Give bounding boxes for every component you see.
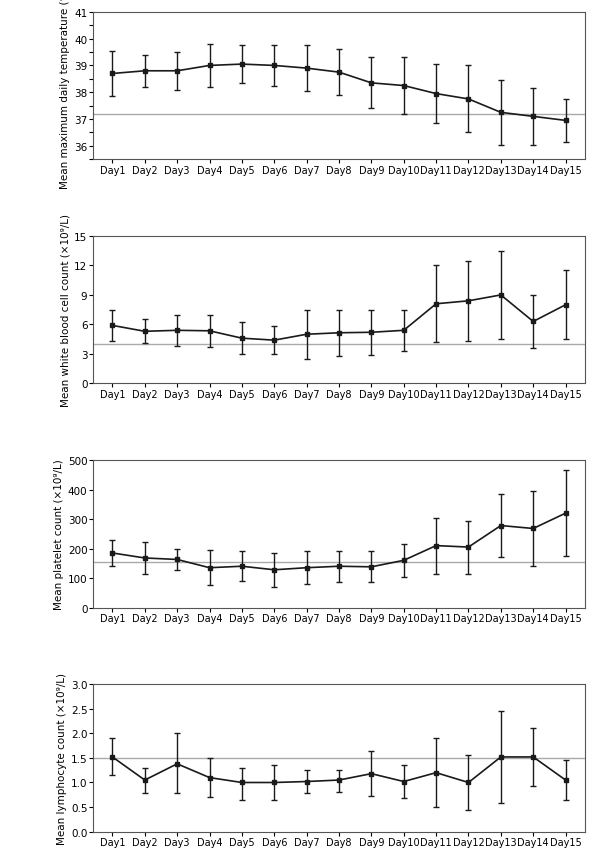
Y-axis label: Mean lymphocyte count (×10⁹/L): Mean lymphocyte count (×10⁹/L) — [56, 672, 67, 844]
Y-axis label: Mean white blood cell count (×10⁹/L): Mean white blood cell count (×10⁹/L) — [60, 214, 70, 407]
Y-axis label: Mean platelet count (×10⁹/L): Mean platelet count (×10⁹/L) — [53, 459, 64, 609]
Y-axis label: Mean maximum daily temperature (°C): Mean maximum daily temperature (°C) — [60, 0, 70, 189]
